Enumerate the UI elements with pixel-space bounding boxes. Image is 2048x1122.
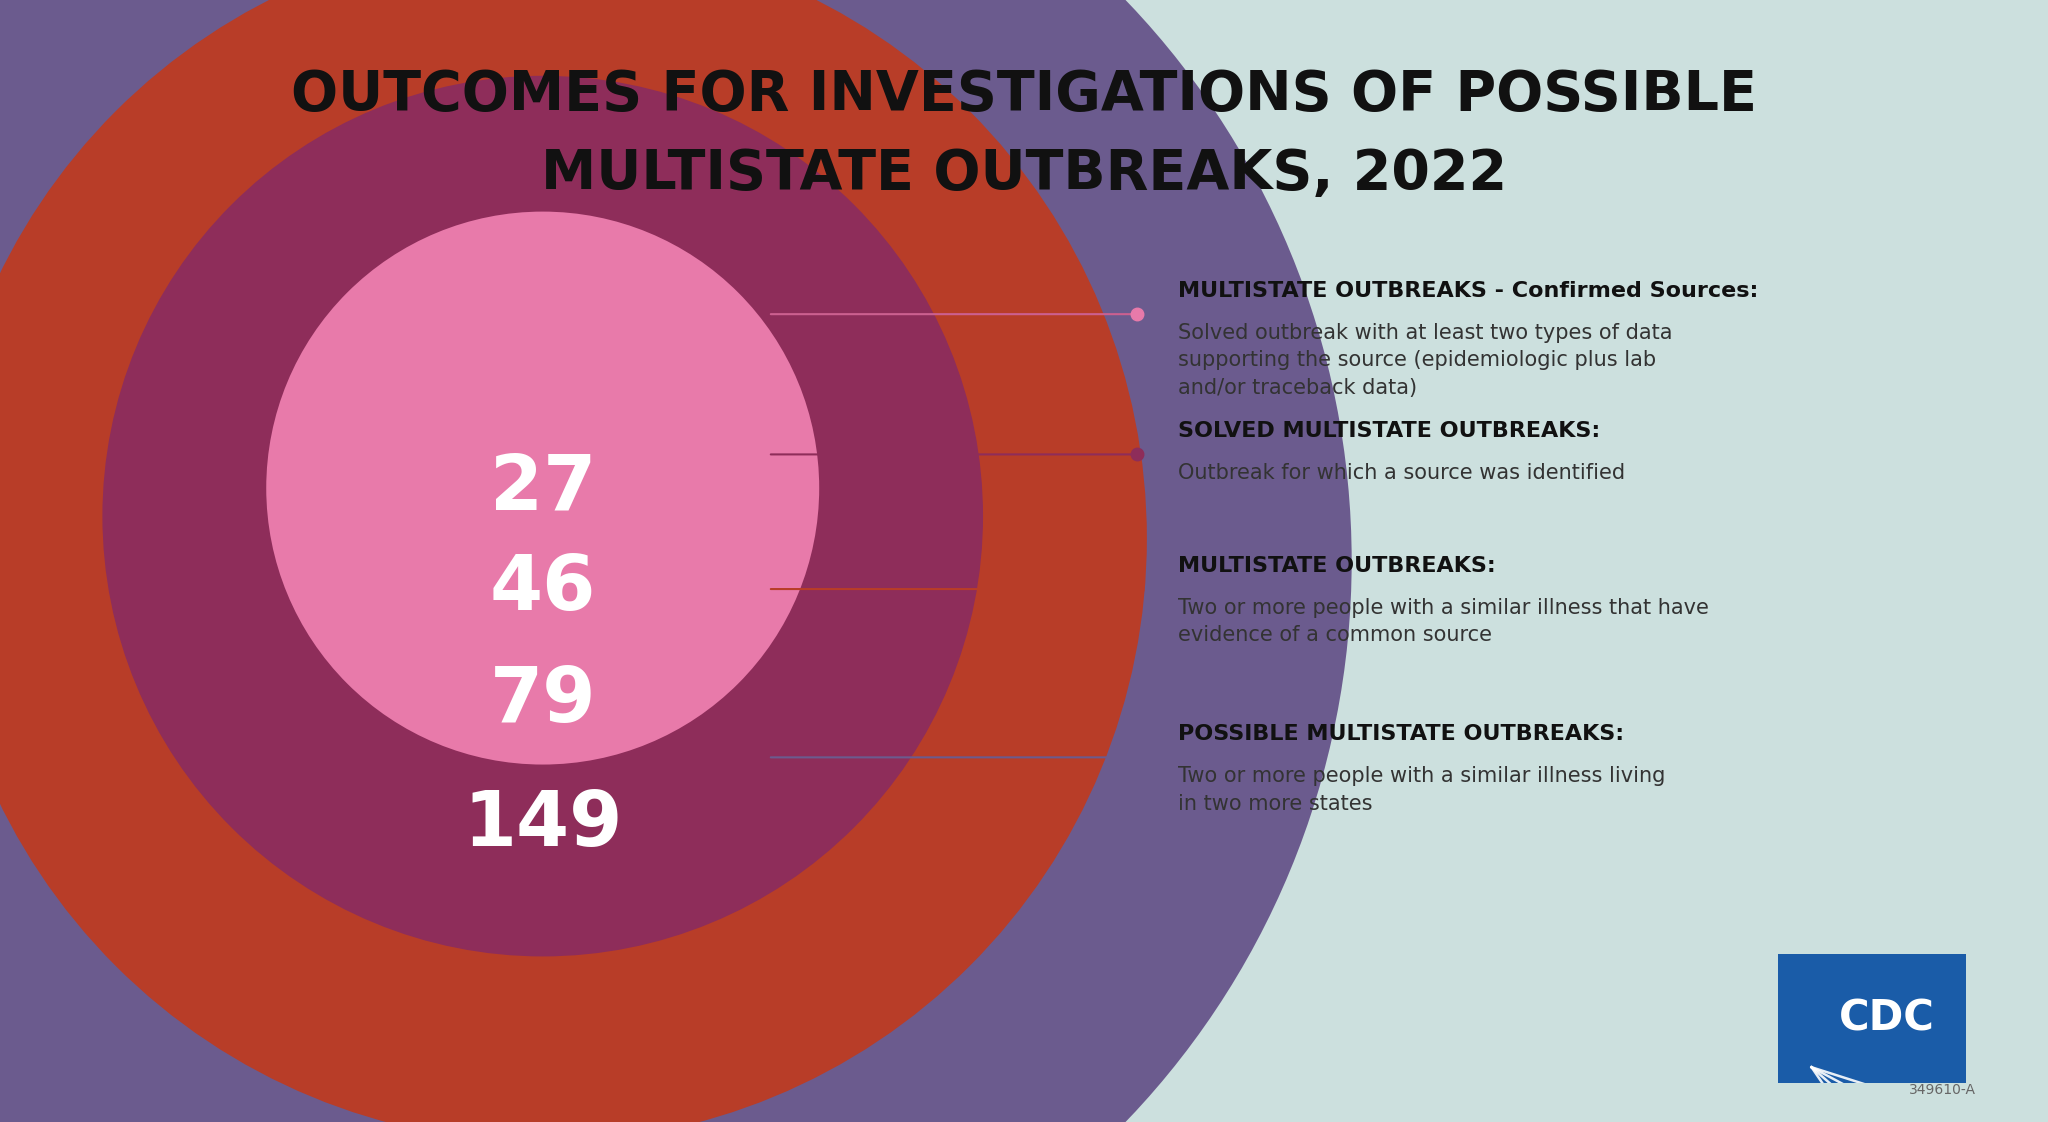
Text: 79: 79 <box>489 664 596 738</box>
Ellipse shape <box>0 0 1352 1122</box>
Text: Outbreak for which a source was identified: Outbreak for which a source was identifi… <box>1178 463 1624 484</box>
Text: Two or more people with a similar illness living
in two more states: Two or more people with a similar illnes… <box>1178 766 1665 813</box>
Text: MULTISTATE OUTBREAKS, 2022: MULTISTATE OUTBREAKS, 2022 <box>541 147 1507 201</box>
Ellipse shape <box>102 76 983 956</box>
Text: 27: 27 <box>489 451 596 525</box>
Text: POSSIBLE MULTISTATE OUTBREAKS:: POSSIBLE MULTISTATE OUTBREAKS: <box>1178 724 1624 744</box>
Text: 149: 149 <box>463 788 623 862</box>
Text: SOLVED MULTISTATE OUTBREAKS:: SOLVED MULTISTATE OUTBREAKS: <box>1178 421 1599 441</box>
Text: MULTISTATE OUTBREAKS - Confirmed Sources:: MULTISTATE OUTBREAKS - Confirmed Sources… <box>1178 280 1757 301</box>
Text: OUTCOMES FOR INVESTIGATIONS OF POSSIBLE: OUTCOMES FOR INVESTIGATIONS OF POSSIBLE <box>291 68 1757 122</box>
Text: MULTISTATE OUTBREAKS:: MULTISTATE OUTBREAKS: <box>1178 555 1495 576</box>
Ellipse shape <box>266 212 819 764</box>
FancyBboxPatch shape <box>1772 950 1972 1086</box>
Ellipse shape <box>0 0 1147 1122</box>
Text: 46: 46 <box>489 552 596 626</box>
Text: CDC: CDC <box>1839 997 1935 1039</box>
Text: Solved outbreak with at least two types of data
supporting the source (epidemiol: Solved outbreak with at least two types … <box>1178 323 1671 397</box>
Text: Two or more people with a similar illness that have
evidence of a common source: Two or more people with a similar illnes… <box>1178 598 1708 645</box>
Text: 349610-A: 349610-A <box>1909 1084 1976 1097</box>
